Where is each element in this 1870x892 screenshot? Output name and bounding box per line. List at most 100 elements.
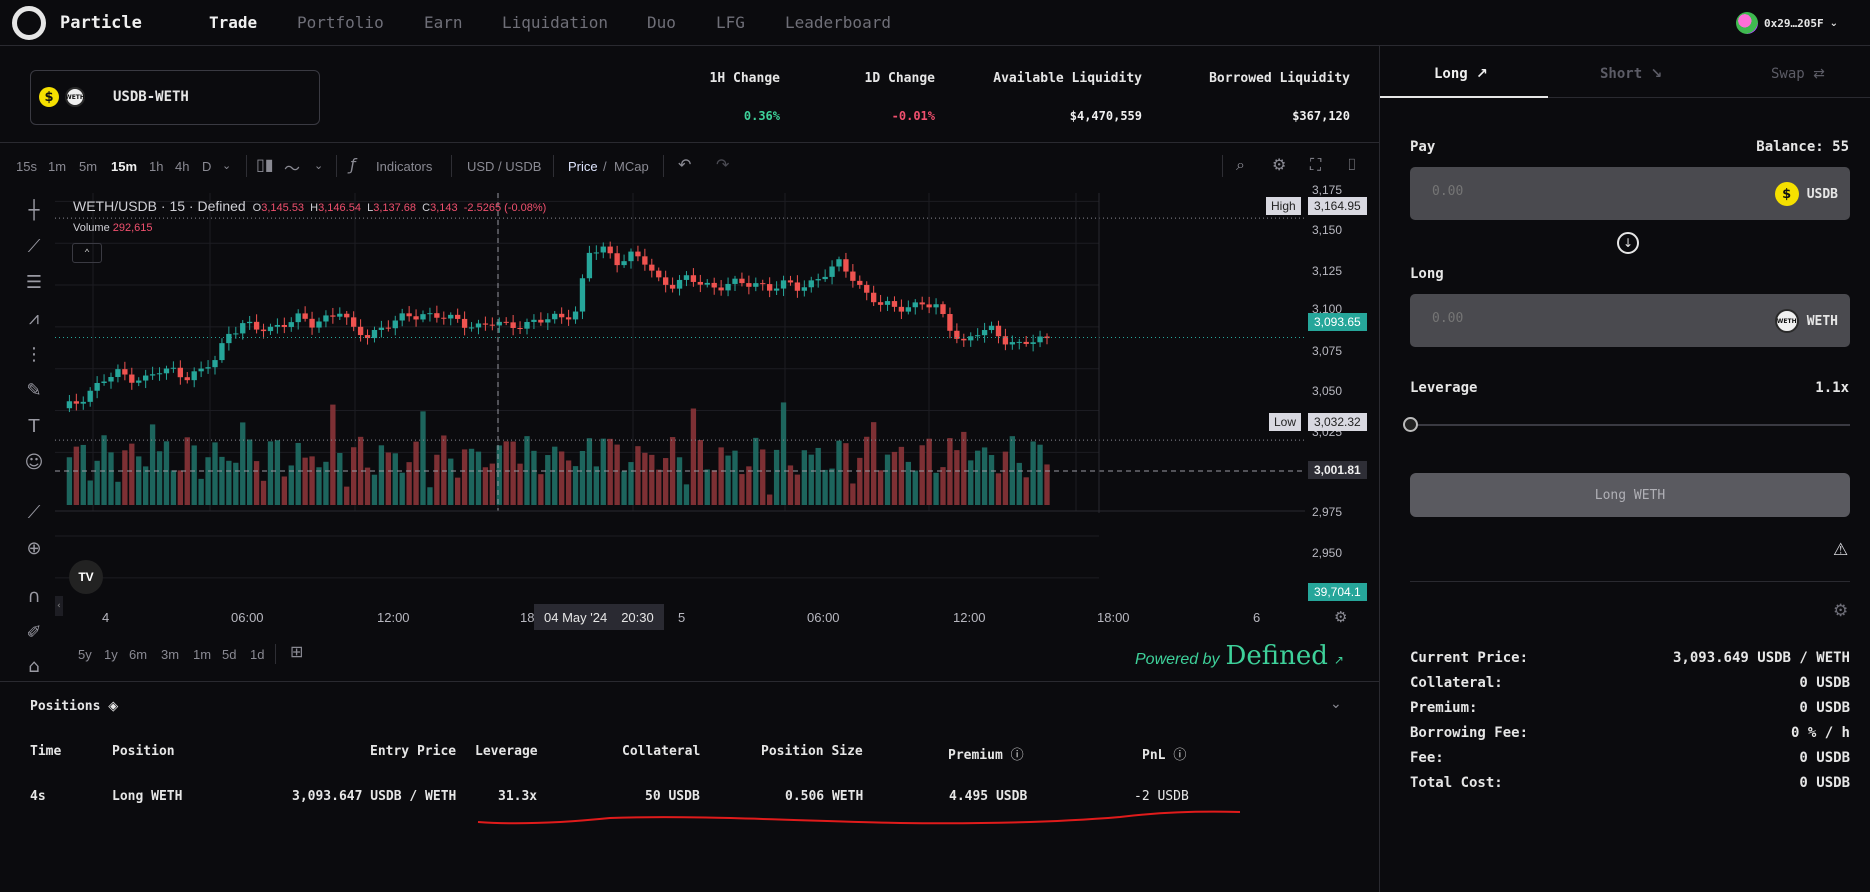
candle-body — [732, 278, 738, 284]
axis-settings-icon[interactable]: ⚙ — [1334, 608, 1348, 626]
collapse-legend-button[interactable]: ⌃ — [72, 243, 102, 263]
camera-icon[interactable]: ⌷ — [1347, 155, 1357, 174]
range-1d[interactable]: 1d — [250, 647, 265, 662]
pay-token-selector[interactable]: $ USDB — [1774, 182, 1838, 206]
range-5d[interactable]: 5d — [222, 647, 237, 662]
brush-icon[interactable]: ✎ — [26, 380, 42, 401]
nav-trade[interactable]: Trade — [209, 13, 258, 32]
undo-icon[interactable]: ↶ — [678, 155, 692, 174]
brand-name[interactable]: Particle — [60, 13, 142, 33]
lock-drawing-icon[interactable]: ✐ — [26, 622, 42, 643]
ruler-icon[interactable]: ⟋ — [27, 502, 41, 523]
emoji-icon[interactable]: ☺ — [24, 452, 44, 473]
toolbar-divider — [246, 155, 247, 177]
fib-icon[interactable]: ⋮ — [25, 344, 43, 365]
tf-15s[interactable]: 15s — [16, 159, 37, 174]
text-tool-icon[interactable]: T — [28, 416, 40, 437]
volume-bar — [94, 460, 100, 505]
candle-body — [198, 368, 204, 372]
volume-bar — [780, 402, 787, 505]
trendline-icon[interactable]: ⟋ — [27, 236, 41, 257]
pay-input[interactable] — [1432, 184, 1632, 199]
time-tick: 6 — [1253, 610, 1261, 625]
zoom-in-icon[interactable]: ⊕ — [26, 538, 42, 559]
volume-bar — [226, 460, 232, 505]
particle-logo-icon[interactable] — [12, 6, 46, 40]
tradingview-logo-icon[interactable]: TV — [69, 560, 103, 594]
date-range-icon[interactable]: ⊞ — [290, 642, 304, 661]
mcap-toggle[interactable]: MCap — [614, 159, 649, 174]
leverage-slider-handle[interactable] — [1403, 417, 1418, 432]
tf-1h[interactable]: 1h — [149, 159, 164, 174]
range-5y[interactable]: 5y — [78, 647, 92, 662]
crosshair-icon[interactable]: ┼ — [28, 200, 40, 221]
tf-4h[interactable]: 4h — [175, 159, 190, 174]
stat-1h-label: 1H Change — [709, 71, 780, 86]
trash-icon[interactable]: ⌂ — [28, 656, 40, 677]
pattern-icon[interactable]: ⩘ — [28, 308, 40, 329]
timeframe-dropdown-icon[interactable]: ⌄ — [222, 159, 232, 172]
fullscreen-icon[interactable]: ⛶ — [1310, 155, 1322, 174]
long-input[interactable] — [1432, 311, 1632, 326]
candle-body — [1044, 336, 1050, 339]
nav-leaderboard[interactable]: Leaderboard — [785, 13, 891, 32]
volume-bar — [531, 450, 537, 505]
nav-earn[interactable]: Earn — [424, 13, 463, 32]
magnet-icon[interactable]: ∩ — [27, 586, 41, 607]
indicators-button[interactable]: Indicators — [376, 159, 433, 174]
tf-15m[interactable]: 15m — [111, 159, 138, 174]
powered-by-defined[interactable]: Powered by Defined ↗ — [1135, 641, 1344, 671]
redo-icon[interactable]: ↷ — [716, 155, 730, 174]
info-icon[interactable]: ⓘ — [1173, 748, 1187, 763]
candle-body — [233, 333, 239, 335]
long-weth-button[interactable]: Long WETH — [1410, 473, 1850, 517]
range-3m[interactable]: 3m — [161, 647, 180, 662]
indicators-icon[interactable]: ƒ — [350, 155, 356, 174]
range-1y[interactable]: 1y — [104, 647, 118, 662]
horizontal-lines-icon[interactable]: ☰ — [25, 272, 43, 293]
line-chart-icon[interactable]: 〜 — [284, 159, 301, 178]
summary-value: 0 % / h — [1790, 725, 1850, 741]
swap-icon: ⇄ — [1813, 66, 1825, 82]
nav-liquidation[interactable]: Liquidation — [502, 13, 608, 32]
tab-long[interactable]: Long ↗ — [1434, 66, 1488, 82]
row-position[interactable]: Long WETH — [112, 789, 183, 804]
tab-short[interactable]: Short ↘ — [1600, 66, 1662, 82]
range-1m[interactable]: 1m — [193, 647, 212, 662]
candles-icon[interactable]: ▯▮ — [256, 155, 274, 174]
warning-icon[interactable]: ⚠ — [1833, 540, 1849, 560]
volume-bar — [247, 439, 253, 505]
price-chart[interactable] — [55, 193, 1305, 603]
pair-selector[interactable]: $ WETH USDB-WETH — [30, 70, 320, 125]
candle-body — [163, 368, 170, 374]
candle-body — [101, 381, 107, 384]
volume-bar — [988, 455, 995, 505]
quick-search-icon[interactable]: ⌕ — [1236, 155, 1245, 174]
tf-d[interactable]: D — [202, 159, 212, 174]
tf-5m[interactable]: 5m — [79, 159, 98, 174]
nav-lfg[interactable]: LFG — [716, 13, 745, 32]
gear-icon[interactable]: ⚙ — [1272, 155, 1287, 174]
chart-type-dropdown-icon[interactable]: ⌄ — [314, 159, 324, 172]
volume-bar — [260, 480, 267, 505]
candle-body — [801, 287, 807, 291]
tf-1m[interactable]: 1m — [48, 159, 67, 174]
arrow-down-circle-icon[interactable]: ↓ — [1617, 232, 1639, 254]
chevron-down-icon[interactable]: ⌄ — [1330, 696, 1342, 712]
summary-key: Borrowing Fee: — [1410, 725, 1529, 741]
collapse-toolbar-icon[interactable]: ‹ — [55, 596, 63, 616]
leverage-slider-track[interactable] — [1410, 424, 1850, 426]
range-6m[interactable]: 6m — [129, 647, 148, 662]
nav-portfolio[interactable]: Portfolio — [297, 13, 384, 32]
wallet-button[interactable]: 0x29…205F ⌄ — [1736, 12, 1838, 34]
legend-open: 3,145.53 — [261, 202, 305, 214]
currency-button[interactable]: USD / USDB — [467, 159, 542, 174]
long-token-selector[interactable]: WETH WETH — [1774, 309, 1838, 333]
volume-bar — [732, 450, 738, 505]
tab-swap[interactable]: Swap ⇄ — [1771, 66, 1825, 82]
balance-label: Balance: 55 — [1756, 139, 1849, 155]
gear-icon[interactable]: ⚙ — [1833, 601, 1849, 621]
nav-duo[interactable]: Duo — [647, 13, 676, 32]
info-icon[interactable]: ⓘ — [1010, 748, 1024, 763]
price-toggle[interactable]: Price — [568, 159, 598, 174]
